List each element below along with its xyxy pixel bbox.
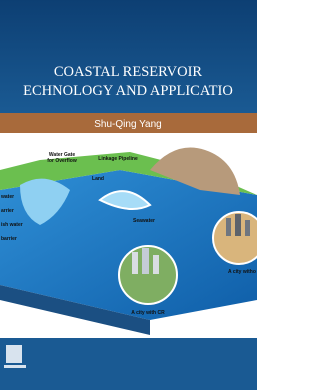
- building: [153, 255, 159, 274]
- publisher-logo: [6, 345, 22, 363]
- label: arrier: [1, 208, 14, 214]
- title-line: ECHNOLOGY AND APPLICATIO: [23, 83, 233, 99]
- publisher-logo: [4, 365, 26, 368]
- cover-art: COASTAL RESERVOIR ECHNOLOGY AND APPLICAT…: [0, 0, 257, 390]
- label: Land: [92, 176, 104, 182]
- label: water: [0, 194, 14, 200]
- label: ish water: [1, 222, 23, 228]
- building: [226, 218, 231, 236]
- label: A city with CR: [131, 310, 165, 316]
- title-line: COASTAL RESERVOIR: [54, 64, 203, 80]
- building: [235, 214, 241, 236]
- label: A city witho: [228, 269, 256, 275]
- author: Shu-Qing Yang: [94, 119, 161, 130]
- label: barrier: [1, 236, 17, 242]
- label: Seawater: [133, 218, 155, 224]
- footer-band: [0, 338, 257, 390]
- building: [132, 252, 138, 274]
- book-cover: COASTAL RESERVOIR ECHNOLOGY AND APPLICAT…: [0, 0, 257, 390]
- diagram: Water Gate for Overflow Linkage Pipeline…: [0, 148, 257, 336]
- label: for Overflow: [47, 158, 77, 164]
- label: Linkage Pipeline: [98, 156, 138, 162]
- building: [245, 220, 250, 236]
- building: [142, 248, 149, 274]
